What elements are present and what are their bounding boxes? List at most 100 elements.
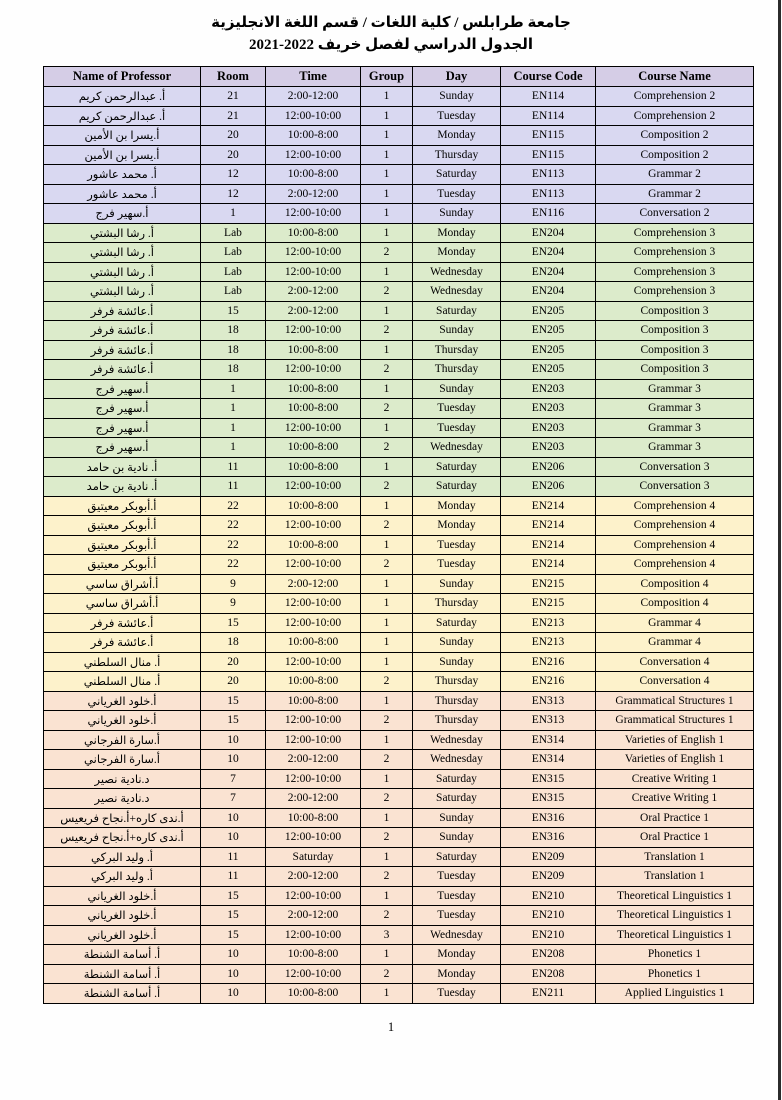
- cell-day: Tuesday: [412, 183, 501, 204]
- cell-room: 7: [200, 788, 266, 809]
- cell-room: 22: [200, 534, 266, 555]
- cell-course-name: Conversation 4: [595, 671, 754, 692]
- cell-room: 10: [200, 944, 266, 965]
- cell-group: 2: [360, 398, 413, 419]
- cell-professor: أ. أسامة الشنطة: [43, 983, 201, 1004]
- cell-day: Wednesday: [412, 437, 501, 458]
- cell-day: Saturday: [412, 612, 501, 633]
- cell-day: Thursday: [412, 690, 501, 711]
- cell-course-name: Varieties of English 1: [595, 729, 754, 750]
- table-row: أ.سهير فرج 1 10:00-8:00 1 Sunday EN203 Grammar…: [43, 378, 754, 399]
- cell-time: 10:00-8:00: [265, 164, 361, 185]
- cell-day: Sunday: [412, 651, 501, 672]
- cell-course-name: Conversation 2: [595, 203, 754, 224]
- table-row: أ.خلود الغرياني 15 12:00-10:00 2 Thursday EN3…: [43, 710, 754, 731]
- cell-professor: أ.سارة الفرجاني: [43, 749, 201, 770]
- table-row: أ.ندى كاره+أ.نجاح فريعيس 10 10:00-8:00 1 Sun…: [43, 807, 754, 828]
- cell-group: 1: [360, 573, 413, 594]
- table-row: أ.عائشة فرفر 18 12:00-10:00 2 Sunday EN205 Com…: [43, 320, 754, 341]
- cell-time: 2:00-12:00: [265, 281, 361, 302]
- cell-room: 10: [200, 827, 266, 848]
- cell-room: 9: [200, 573, 266, 594]
- cell-room: 18: [200, 320, 266, 341]
- cell-course-name: Comprehension 2: [595, 105, 754, 126]
- cell-room: 22: [200, 554, 266, 575]
- table-row: أ.سهير فرج 1 10:00-8:00 2 Wednesday EN203 Gram…: [43, 437, 754, 458]
- cell-professor: أ.عائشة فرفر: [43, 339, 201, 360]
- table-row: أ.سارة الفرجاني 10 12:00-10:00 1 Wednesday EN…: [43, 729, 754, 750]
- cell-day: Monday: [412, 222, 501, 243]
- page-subtitle: الجدول الدراسي لفصل خريف 2022-2021: [249, 37, 533, 53]
- cell-day: Saturday: [412, 456, 501, 477]
- cell-professor: أ.أبوبكر معيتيق: [43, 554, 201, 575]
- cell-room: 10: [200, 807, 266, 828]
- cell-course-code: EN315: [500, 768, 596, 789]
- cell-course-code: EN210: [500, 905, 596, 926]
- cell-time: 12:00-10:00: [265, 476, 361, 497]
- cell-course-name: Comprehension 3: [595, 281, 754, 302]
- cell-day: Thursday: [412, 593, 501, 614]
- cell-time: 10:00-8:00: [265, 944, 361, 965]
- cell-time: 12:00-10:00: [265, 261, 361, 282]
- cell-course-name: Composition 3: [595, 300, 754, 321]
- cell-course-code: EN215: [500, 593, 596, 614]
- cell-course-code: EN208: [500, 944, 596, 965]
- cell-time: 10:00-8:00: [265, 339, 361, 360]
- cell-professor: أ.ندى كاره+أ.نجاح فريعيس: [43, 807, 201, 828]
- cell-room: 15: [200, 924, 266, 945]
- cell-group: 1: [360, 125, 413, 146]
- cell-day: Monday: [412, 495, 501, 516]
- column-header: Group: [360, 66, 413, 87]
- cell-course-name: Grammar 3: [595, 378, 754, 399]
- cell-group: 2: [360, 320, 413, 341]
- cell-room: 15: [200, 905, 266, 926]
- cell-course-name: Conversation 3: [595, 456, 754, 477]
- cell-day: Tuesday: [412, 885, 501, 906]
- cell-group: 1: [360, 593, 413, 614]
- course-schedule-table: Name of Professor Room Time Group Day Course …: [43, 66, 754, 1004]
- cell-group: 1: [360, 944, 413, 965]
- cell-group: 2: [360, 710, 413, 731]
- document-header: جامعة طرابلس / كلية اللغات / قسم اللغة ا…: [0, 12, 782, 56]
- cell-professor: أ.سهير فرج: [43, 437, 201, 458]
- cell-group: 1: [360, 768, 413, 789]
- cell-group: 1: [360, 807, 413, 828]
- cell-course-name: Comprehension 3: [595, 261, 754, 282]
- cell-course-code: EN205: [500, 359, 596, 380]
- cell-professor: أ. منال السلطني: [43, 671, 201, 692]
- cell-group: 2: [360, 554, 413, 575]
- cell-room: Lab: [200, 242, 266, 263]
- cell-time: 12:00-10:00: [265, 729, 361, 750]
- cell-time: 2:00-12:00: [265, 300, 361, 321]
- cell-room: 1: [200, 203, 266, 224]
- cell-course-code: EN203: [500, 417, 596, 438]
- cell-course-code: EN209: [500, 866, 596, 887]
- cell-course-name: Composition 3: [595, 320, 754, 341]
- table-row: أ.عائشة فرفر 18 10:00-8:00 1 Sunday EN213 Gram…: [43, 632, 754, 653]
- cell-professor: أ.عائشة فرفر: [43, 300, 201, 321]
- cell-course-code: EN209: [500, 846, 596, 867]
- table-row: أ. منال السلطني 20 10:00-8:00 2 Thursday EN21…: [43, 671, 754, 692]
- cell-course-name: Translation 1: [595, 866, 754, 887]
- cell-room: Lab: [200, 261, 266, 282]
- cell-day: Thursday: [412, 144, 501, 165]
- cell-group: 1: [360, 729, 413, 750]
- cell-room: 18: [200, 359, 266, 380]
- cell-group: 1: [360, 86, 413, 107]
- cell-time: 10:00-8:00: [265, 125, 361, 146]
- cell-course-name: Composition 4: [595, 593, 754, 614]
- cell-group: 1: [360, 300, 413, 321]
- cell-group: 2: [360, 905, 413, 926]
- cell-time: 12:00-10:00: [265, 593, 361, 614]
- cell-course-code: EN216: [500, 671, 596, 692]
- cell-course-code: EN203: [500, 398, 596, 419]
- cell-course-name: Grammar 2: [595, 164, 754, 185]
- cell-day: Tuesday: [412, 398, 501, 419]
- cell-professor: د.نادية نصير: [43, 788, 201, 809]
- cell-course-name: Comprehension 2: [595, 86, 754, 107]
- cell-group: 2: [360, 515, 413, 536]
- column-header: Name of Professor: [43, 66, 201, 87]
- table-row: أ.خلود الغرياني 15 10:00-8:00 1 Thursday EN31…: [43, 690, 754, 711]
- cell-professor: أ.يسرا بن الأمين: [43, 144, 201, 165]
